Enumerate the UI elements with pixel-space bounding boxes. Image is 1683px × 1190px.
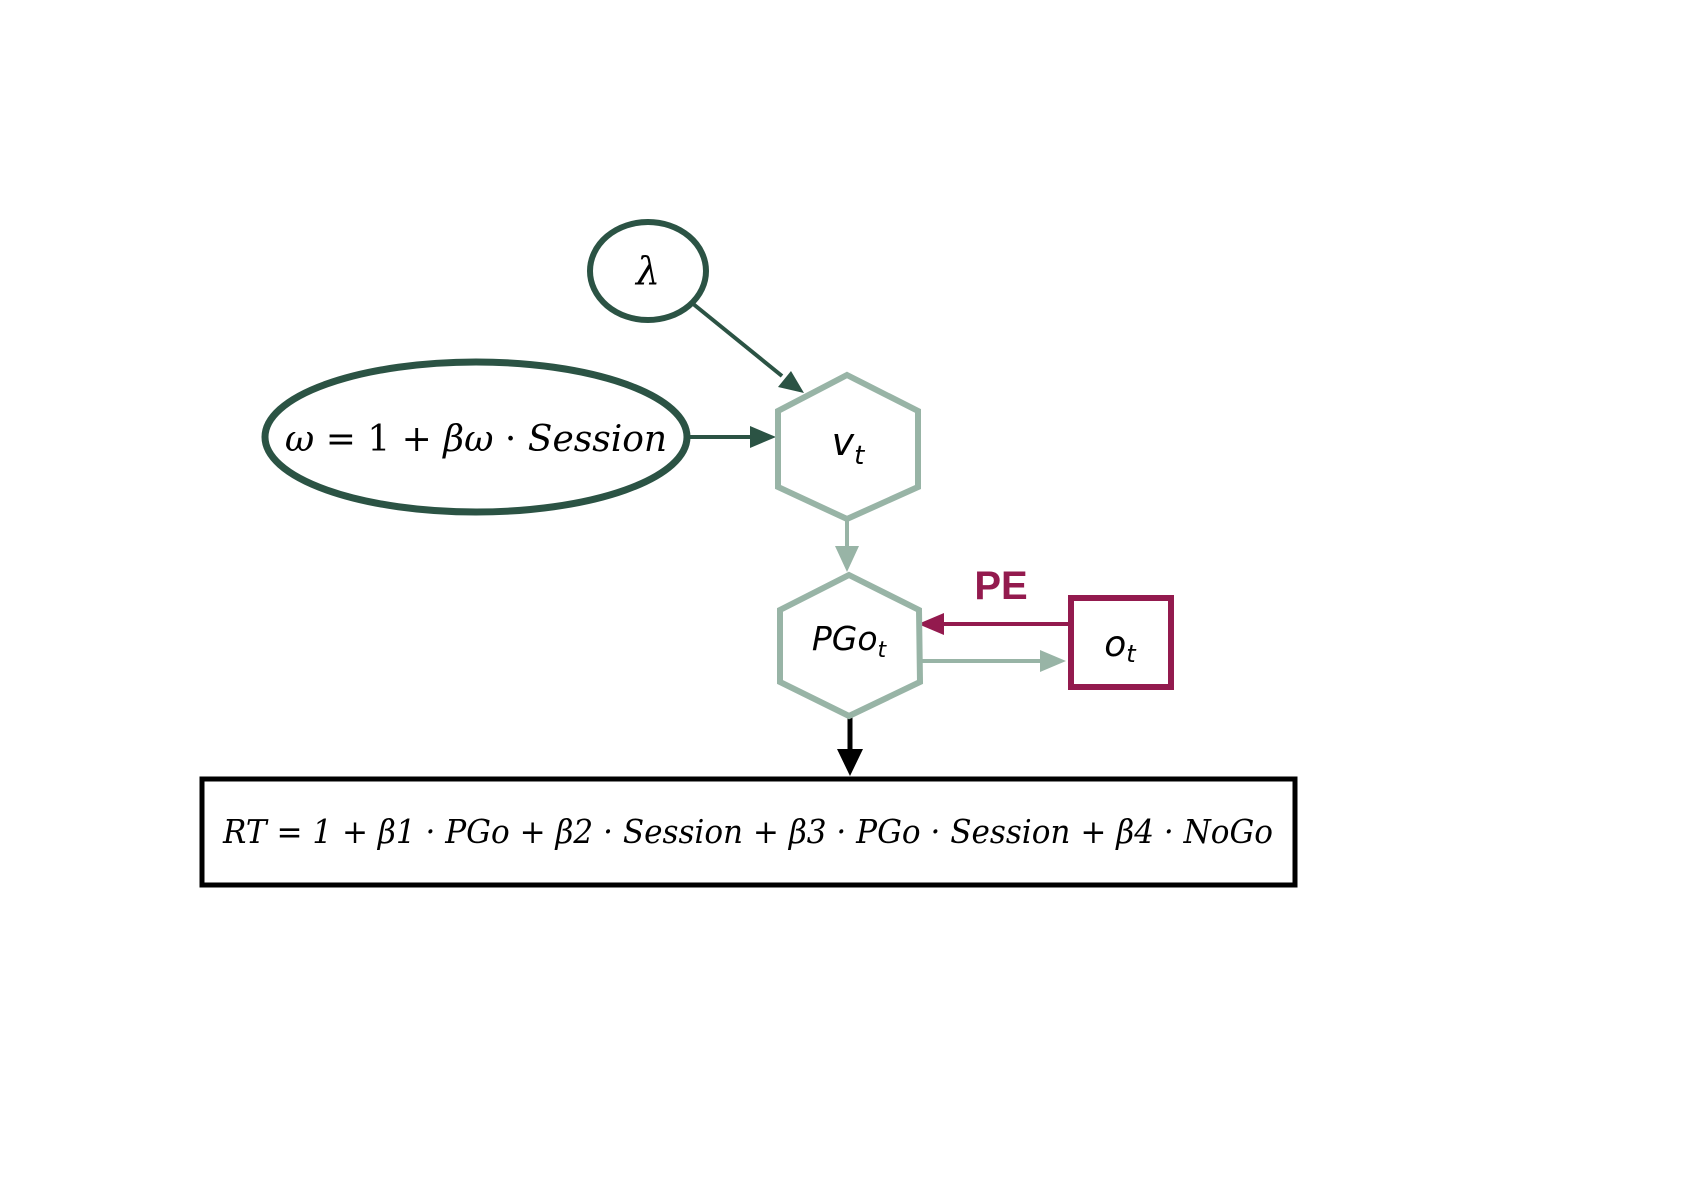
omega-session: Session	[528, 419, 667, 460]
node-rt: RT = 1 + β1 · PGo + β2 · Session + β3 · …	[199, 776, 1298, 888]
edge-lambda-to-vt	[690, 301, 804, 393]
edge-omega-to-vt	[688, 426, 776, 448]
vt-base: v	[832, 420, 855, 464]
node-ot: ot	[1068, 595, 1174, 690]
edge-pgot-to-rt	[837, 716, 863, 776]
rt-equation: RT = 1 + β1 · PGo + β2 · Session + β3 · …	[222, 812, 1273, 851]
omega-equation: ω = 1 + βω · Session	[285, 419, 667, 460]
node-omega: ω = 1 + βω · Session	[261, 358, 691, 516]
ot-base: o	[1104, 624, 1126, 665]
omega-plus: +	[390, 419, 443, 460]
omega-eq: =	[314, 419, 367, 460]
vt-label: vt	[832, 420, 866, 471]
omega-dot: ·	[493, 419, 527, 460]
omega-beta: βω	[441, 419, 493, 460]
ot-label: ot	[1104, 624, 1137, 668]
omega-one: 1	[367, 419, 390, 460]
edge-ot-to-pgot-pe	[918, 613, 1068, 635]
pgot-label: PGot	[812, 619, 888, 663]
node-vt: vt	[775, 371, 921, 523]
edge-pgot-to-ot	[922, 650, 1066, 672]
omega-symbol: ω	[285, 419, 314, 460]
node-lambda: λ	[587, 219, 709, 323]
pe-label: PE	[974, 564, 1027, 608]
pgot-sub: t	[878, 638, 888, 663]
pgot-base: PGo	[812, 619, 878, 658]
node-pgot: PGot	[777, 571, 924, 720]
vt-sub: t	[854, 441, 865, 471]
lambda-label: λ	[634, 249, 660, 293]
ot-sub: t	[1126, 640, 1137, 668]
edge-vt-to-pgot	[835, 520, 859, 572]
